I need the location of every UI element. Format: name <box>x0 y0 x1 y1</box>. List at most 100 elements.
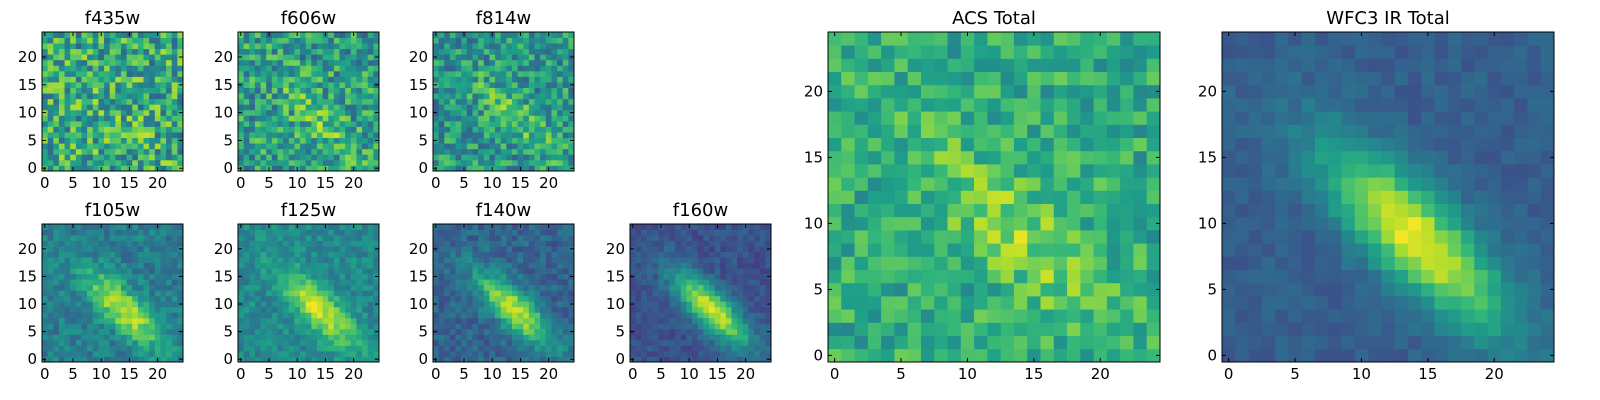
heatmap-cell <box>449 82 456 88</box>
heatmap-cell <box>166 65 173 72</box>
heatmap-cell <box>75 120 82 127</box>
heatmap-cell <box>557 290 564 297</box>
heatmap-cell <box>545 126 552 133</box>
heatmap-cell <box>143 290 150 297</box>
heatmap-cell <box>495 93 502 100</box>
heatmap-cell <box>154 235 161 241</box>
heatmap-cell <box>132 132 139 139</box>
heatmap-cell <box>528 115 535 122</box>
heatmap-cell <box>98 48 105 55</box>
heatmap-cell <box>47 257 54 264</box>
heatmap-cell <box>70 93 77 100</box>
heatmap-cell <box>894 177 909 191</box>
heatmap-cell <box>104 37 111 44</box>
heatmap-cell <box>328 109 335 116</box>
heatmap-cell <box>98 154 105 161</box>
heatmap-cell <box>356 251 363 258</box>
heatmap-cell <box>149 251 156 258</box>
heatmap-cell <box>841 269 855 284</box>
heatmap-cell <box>333 98 340 105</box>
heatmap-cell <box>75 82 82 88</box>
heatmap-cell <box>47 154 54 161</box>
heatmap-cell <box>489 257 496 264</box>
heatmap-cell <box>171 143 178 150</box>
heatmap-cell <box>333 115 340 122</box>
heatmap-cell <box>934 309 948 323</box>
heatmap-cell <box>132 246 139 252</box>
heatmap-cell <box>1027 348 1041 363</box>
heatmap-cell <box>934 243 948 257</box>
heatmap-cell <box>551 98 558 105</box>
heatmap-cell <box>675 339 682 346</box>
heatmap-cell <box>277 312 284 319</box>
heatmap-cell <box>1013 269 1028 284</box>
heatmap-cell <box>483 235 490 241</box>
heatmap-cell <box>1000 177 1015 191</box>
heatmap-cell <box>1120 309 1134 323</box>
heatmap-cell <box>1067 216 1081 231</box>
heatmap-cell <box>483 148 490 155</box>
heatmap-cell <box>652 323 659 330</box>
heatmap-cell <box>551 87 558 94</box>
heatmap-cell <box>894 203 909 218</box>
heatmap-cell <box>737 345 744 352</box>
heatmap-cell <box>534 345 541 352</box>
heatmap-cell <box>362 148 369 155</box>
heatmap-cell <box>894 348 909 363</box>
heatmap-cell <box>137 154 144 161</box>
heatmap-cell <box>339 120 346 127</box>
heatmap-cell <box>243 279 250 286</box>
heatmap-cell <box>171 137 178 144</box>
heatmap-cell <box>635 262 642 269</box>
heatmap-cell <box>652 312 659 319</box>
heatmap-cell <box>254 54 261 61</box>
heatmap-cell <box>311 109 318 116</box>
heatmap-cell <box>663 251 670 258</box>
heatmap-cell <box>658 257 665 264</box>
heatmap-cell <box>754 240 761 247</box>
heatmap-cell <box>166 279 173 286</box>
heatmap-cell <box>449 76 456 83</box>
heatmap-cell <box>551 43 558 50</box>
heatmap-cell <box>506 109 513 116</box>
heatmap-cell <box>765 284 772 291</box>
heatmap-cell <box>534 98 541 105</box>
heatmap-cell <box>271 137 278 144</box>
heatmap-cell <box>545 345 552 352</box>
heatmap-cell <box>115 82 122 88</box>
heatmap-cell <box>260 115 267 122</box>
heatmap-cell <box>132 148 139 155</box>
heatmap-cell <box>260 306 267 313</box>
heatmap-cell <box>703 339 710 346</box>
heatmap-cell <box>568 257 575 264</box>
heatmap-cell <box>754 339 761 346</box>
heatmap-cell <box>362 82 369 88</box>
heatmap-cell <box>154 109 161 116</box>
heatmap-cell <box>177 295 184 302</box>
heatmap-cell <box>708 279 715 286</box>
heatmap-cell <box>455 70 462 77</box>
heatmap-cell <box>534 334 541 341</box>
heatmap-cell <box>75 246 82 252</box>
heatmap-cell <box>455 356 462 363</box>
heatmap-cell <box>748 246 755 252</box>
heatmap-cell <box>260 59 267 66</box>
heatmap-cell <box>362 334 369 341</box>
heatmap-cell <box>271 48 278 55</box>
heatmap-cell <box>260 37 267 44</box>
heatmap-cell <box>305 82 312 88</box>
heatmap-cell <box>362 109 369 116</box>
heatmap-cell <box>478 109 485 116</box>
heatmap-cell <box>126 132 133 139</box>
heatmap-cell <box>288 301 295 308</box>
heatmap-cell <box>120 165 127 172</box>
heatmap-cell <box>646 339 653 346</box>
heatmap-cell <box>53 115 60 122</box>
heatmap-cell <box>455 251 462 258</box>
heatmap-cell <box>104 65 111 72</box>
heatmap-cell <box>894 216 909 231</box>
heatmap-cell <box>1080 322 1094 336</box>
heatmap-cell <box>731 306 738 313</box>
heatmap-cell <box>506 98 513 105</box>
heatmap-cell <box>523 137 530 144</box>
